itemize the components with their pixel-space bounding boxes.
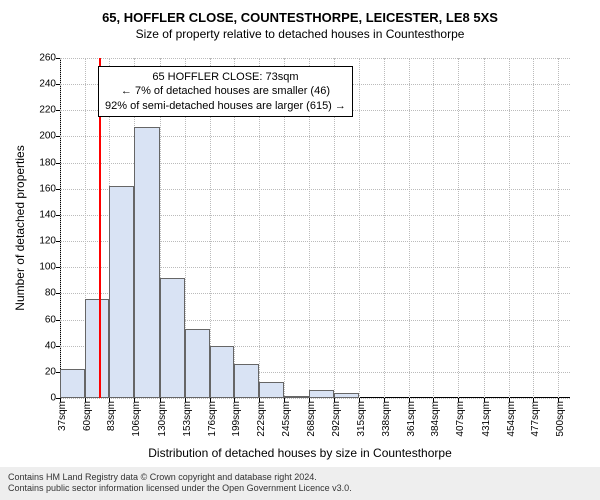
- x-tick-label: 477sqm: [530, 401, 541, 437]
- y-tick-label: 180: [39, 157, 60, 168]
- histogram-bar: [259, 382, 284, 398]
- histogram-bar: [210, 346, 235, 398]
- x-tick-label: 245sqm: [281, 401, 292, 437]
- y-tick-label: 200: [39, 131, 60, 142]
- y-tick-label: 120: [39, 236, 60, 247]
- y-tick-label: 20: [45, 366, 60, 377]
- grid-line-v: [558, 58, 559, 398]
- y-tick-label: 240: [39, 79, 60, 90]
- x-tick-label: 338sqm: [381, 401, 392, 437]
- x-tick-label: 500sqm: [555, 401, 566, 437]
- property-callout: 65 HOFFLER CLOSE: 73sqm ← 7% of detached…: [98, 66, 353, 117]
- y-tick-label: 140: [39, 209, 60, 220]
- x-tick-label: 83sqm: [106, 401, 117, 431]
- y-tick-label: 80: [45, 288, 60, 299]
- y-tick-label: 100: [39, 262, 60, 273]
- x-tick-label: 106sqm: [131, 401, 142, 437]
- grid-line-h: [60, 58, 570, 59]
- histogram-bar: [185, 329, 210, 398]
- y-tick-label: 220: [39, 105, 60, 116]
- x-tick-label: 407sqm: [455, 401, 466, 437]
- histogram-bar: [160, 278, 185, 398]
- y-axis-label: Number of detached properties: [13, 145, 27, 310]
- x-tick-label: 60sqm: [82, 401, 93, 431]
- histogram-bar: [284, 396, 309, 398]
- grid-line-v: [409, 58, 410, 398]
- y-tick-label: 260: [39, 53, 60, 64]
- grid-line-v: [484, 58, 485, 398]
- grid-line-v: [384, 58, 385, 398]
- y-tick-label: 40: [45, 340, 60, 351]
- footer-line2: Contains public sector information licen…: [8, 483, 592, 495]
- chart-subtitle: Size of property relative to detached ho…: [0, 25, 600, 41]
- x-tick-label: 176sqm: [207, 401, 218, 437]
- x-tick-label: 454sqm: [506, 401, 517, 437]
- grid-line-h: [60, 398, 570, 399]
- x-tick-label: 292sqm: [331, 401, 342, 437]
- x-tick-label: 222sqm: [256, 401, 267, 437]
- callout-line1: 65 HOFFLER CLOSE: 73sqm: [105, 70, 346, 84]
- grid-line-v: [359, 58, 360, 398]
- x-tick-label: 37sqm: [57, 401, 68, 431]
- histogram-bar: [134, 127, 160, 398]
- x-tick-label: 384sqm: [430, 401, 441, 437]
- x-tick-label: 361sqm: [406, 401, 417, 437]
- grid-line-v: [60, 58, 61, 398]
- x-tick-label: 268sqm: [306, 401, 317, 437]
- y-tick-label: 60: [45, 314, 60, 325]
- histogram-bar: [85, 299, 110, 398]
- histogram-bar: [334, 393, 359, 398]
- callout-line3: 92% of semi-detached houses are larger (…: [105, 99, 346, 113]
- chart-title: 65, HOFFLER CLOSE, COUNTESTHORPE, LEICES…: [0, 0, 600, 25]
- grid-line-v: [433, 58, 434, 398]
- x-tick-label: 315sqm: [356, 401, 367, 437]
- footer: Contains HM Land Registry data © Crown c…: [0, 467, 600, 500]
- x-tick-label: 199sqm: [231, 401, 242, 437]
- x-tick-label: 130sqm: [157, 401, 168, 437]
- histogram-bar: [234, 364, 259, 398]
- grid-line-v: [533, 58, 534, 398]
- callout-line2: ← 7% of detached houses are smaller (46): [105, 84, 346, 98]
- grid-line-v: [509, 58, 510, 398]
- histogram-bar: [309, 390, 335, 398]
- x-tick-label: 431sqm: [481, 401, 492, 437]
- grid-line-v: [458, 58, 459, 398]
- chart-container: 65, HOFFLER CLOSE, COUNTESTHORPE, LEICES…: [0, 0, 600, 500]
- y-tick-label: 160: [39, 183, 60, 194]
- histogram-bar: [60, 369, 85, 398]
- footer-line1: Contains HM Land Registry data © Crown c…: [8, 472, 592, 484]
- x-axis-label: Distribution of detached houses by size …: [0, 446, 600, 460]
- histogram-bar: [109, 186, 134, 398]
- x-tick-label: 153sqm: [182, 401, 193, 437]
